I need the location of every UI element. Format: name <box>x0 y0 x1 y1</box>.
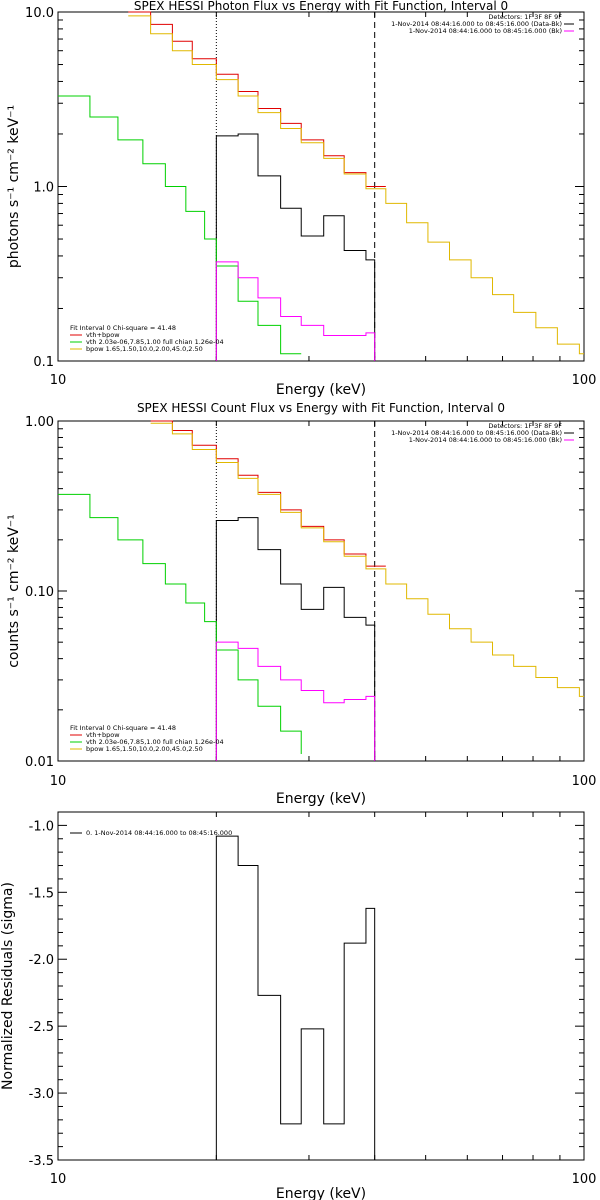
y-tick-label: -1.5 <box>29 886 54 901</box>
x-tick-label: 10 <box>50 1172 67 1187</box>
plot-frame <box>57 11 585 362</box>
y-axis-label: Normalized Residuals (sigma) <box>0 882 16 1090</box>
series-data-line <box>215 133 376 361</box>
plot-frame <box>57 420 585 762</box>
series-bpow-line <box>150 422 584 697</box>
legend-bottom-line: vth+bpow <box>86 731 120 739</box>
x-tick-label: 100 <box>572 373 597 388</box>
y-axis-label: photons s⁻¹ cm⁻² keV⁻¹ <box>6 105 22 268</box>
y-tick-label: -3.0 <box>29 1087 54 1102</box>
legend-top-line: 1-Nov-2014 08:44:16.000 to 08:45:16.000 … <box>409 436 562 444</box>
plot-title: SPEX HESSI Count Flux vs Energy with Fit… <box>137 401 505 415</box>
y-tick-label: -3.5 <box>29 1154 54 1169</box>
legend-top-line: 1-Nov-2014 08:44:16.000 to 08:45:16.000 … <box>409 27 562 35</box>
legend-bottom-line: bpow 1.65,1.50,10.0,2.00,45.0,2.50 <box>86 745 203 753</box>
y-tick-label: 0.1 <box>33 355 54 370</box>
x-axis-label: Energy (keV) <box>276 791 366 807</box>
residuals-plot: 10 100 Energy (keV) -3.5 -3.0 -2.5 -2.0 -1.5 -1.… <box>0 811 597 1200</box>
x-tick-label: 10 <box>50 373 67 388</box>
plot-frame <box>57 811 585 1161</box>
legend-top-line: 0. 1-Nov-2014 08:44:16.000 to 08:45:16.0… <box>86 829 232 837</box>
y-tick-label: 0.10 <box>25 585 54 600</box>
legend-top-line: Detectors: 1F 3F 8F 9F <box>488 13 562 21</box>
series-residuals-line <box>215 835 376 1160</box>
plot-title: SPEX HESSI Photon Flux vs Energy with Fi… <box>134 0 508 13</box>
legend-bottom-line: bpow 1.65,1.50,10.0,2.00,45.0,2.50 <box>86 345 203 353</box>
y-tick-label: -2.0 <box>29 953 54 968</box>
y-tick-label: -2.5 <box>29 1020 54 1035</box>
legend-bottom-line: Fit Interval 0 Chi-square = 41.48 <box>70 724 176 732</box>
y-tick-label: 0.01 <box>25 755 54 770</box>
y-tick-label: 1.00 <box>25 415 54 430</box>
legend-bottom-line: Fit Interval 0 Chi-square = 41.48 <box>70 324 176 332</box>
series-fit_sum-line <box>128 11 386 187</box>
y-tick-label: -1.0 <box>29 819 54 834</box>
x-tick-label: 10 <box>50 774 67 789</box>
series-bk-line <box>215 261 376 361</box>
y-axis-label: counts s⁻¹ cm⁻² keV⁻¹ <box>6 514 22 668</box>
legend-bottom-line: vth 2.03e-06,7.85,1.00 full chian 1.26e-… <box>86 738 224 746</box>
x-axis-label: Energy (keV) <box>276 1186 366 1200</box>
legend-top-line: 1-Nov-2014 08:44:16.000 to 08:45:16.000 … <box>391 429 562 437</box>
legend-bottom-line: vth+bpow <box>86 331 120 339</box>
series-data-line <box>215 517 376 761</box>
x-tick-label: 100 <box>572 1172 597 1187</box>
series-fit_sum-line <box>150 420 386 567</box>
x-tick-label: 100 <box>572 774 597 789</box>
series-bpow-line <box>128 15 584 355</box>
legend-top-line: Detectors: 1F 3F 8F 9F <box>488 422 562 430</box>
photon-flux-plot: SPEX HESSI Photon Flux vs Energy with Fi… <box>6 0 596 398</box>
series-vth-line <box>58 95 302 355</box>
legend-bottom-line: vth 2.03e-06,7.85,1.00 full chian 1.26e-… <box>86 338 224 346</box>
y-tick-label: 10.0 <box>25 6 54 21</box>
count-flux-plot: SPEX HESSI Count Flux vs Energy with Fit… <box>6 401 596 807</box>
series-vth-line <box>58 493 302 754</box>
series-bk-line <box>215 641 376 761</box>
legend-top-line: 1-Nov-2014 08:44:16.000 to 08:45:16.000 … <box>391 20 562 28</box>
x-axis-label: Energy (keV) <box>276 382 366 398</box>
y-tick-label: 1.0 <box>33 181 54 196</box>
